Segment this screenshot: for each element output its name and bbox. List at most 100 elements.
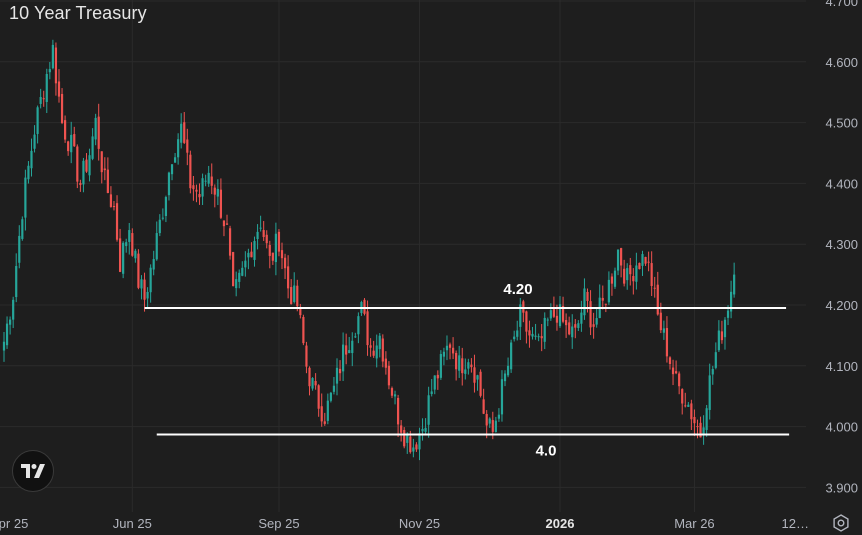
- candle-down: [283, 253, 287, 280]
- candle-down: [396, 394, 400, 438]
- candle-up: [729, 280, 733, 319]
- candle-up: [458, 345, 461, 378]
- candle-up: [259, 215, 262, 232]
- candle-up: [546, 317, 549, 327]
- candle-up: [348, 336, 351, 354]
- candle-up: [122, 241, 125, 279]
- candle-up: [418, 427, 421, 461]
- candle-down: [97, 103, 100, 161]
- candle-up: [583, 278, 586, 320]
- candle-down: [296, 279, 299, 312]
- candle-down: [473, 354, 476, 393]
- candle-up: [155, 221, 158, 261]
- candle-up: [580, 300, 583, 332]
- candle-up: [433, 375, 436, 395]
- candle-up: [497, 408, 501, 422]
- y-tick-label: 4.100: [825, 359, 858, 374]
- candle-down: [720, 320, 724, 344]
- candle-down: [115, 195, 119, 242]
- candle-down: [137, 249, 140, 290]
- candle-up: [662, 320, 665, 340]
- candle-up: [635, 252, 638, 290]
- candle-down: [232, 251, 235, 287]
- candle-down: [64, 115, 67, 143]
- y-tick-label: 4.400: [825, 176, 858, 191]
- candle-down: [79, 179, 82, 192]
- candle-down: [528, 320, 531, 348]
- y-tick-label: 4.000: [825, 420, 858, 435]
- candle-down: [390, 386, 394, 399]
- candle-up: [15, 253, 18, 303]
- candle-up: [549, 303, 552, 321]
- tradingview-logo[interactable]: [12, 450, 54, 492]
- candle-up: [506, 357, 510, 378]
- candle-down: [100, 151, 103, 184]
- candle-up: [274, 222, 277, 276]
- candle-down: [684, 392, 687, 408]
- candle-up: [711, 365, 714, 385]
- candle-up: [18, 225, 21, 269]
- candle-down: [57, 69, 61, 103]
- candle-up: [244, 251, 247, 277]
- candle-up: [335, 358, 339, 396]
- candle-up: [170, 164, 174, 181]
- candle-up: [9, 316, 12, 335]
- candle-down: [623, 259, 626, 287]
- chart-settings-icon[interactable]: [831, 513, 851, 533]
- candle-down: [262, 221, 265, 241]
- candle-down: [42, 90, 45, 107]
- candle-down: [632, 268, 635, 295]
- candle-up: [641, 250, 644, 276]
- candle-up: [207, 165, 210, 187]
- candle-up: [503, 370, 507, 387]
- candle-up: [342, 332, 345, 381]
- candle-down: [222, 220, 226, 237]
- candle-down: [381, 334, 384, 368]
- candle-up: [708, 363, 711, 420]
- candle-down: [671, 359, 675, 386]
- candle-down: [76, 144, 79, 189]
- candle-up: [256, 224, 259, 250]
- candle-up: [146, 287, 149, 309]
- candle-down: [299, 303, 302, 319]
- x-tick-label: Jun 25: [113, 516, 152, 531]
- candle-up: [173, 152, 177, 163]
- candle-up: [357, 312, 360, 344]
- candle-down: [589, 290, 592, 336]
- candle-down: [198, 183, 201, 205]
- candle-down: [653, 276, 656, 298]
- candle-up: [723, 317, 727, 350]
- candle-up: [128, 222, 131, 255]
- candle-down: [268, 240, 271, 269]
- candle-down: [665, 316, 669, 363]
- candle-up: [595, 307, 598, 328]
- candles-layer: [2, 39, 736, 461]
- candle-up: [354, 332, 357, 339]
- candle-down: [522, 299, 525, 323]
- candle-down: [250, 242, 253, 258]
- candle-up: [164, 195, 168, 223]
- candle-down: [568, 316, 571, 336]
- candle-down: [143, 272, 146, 312]
- candle-down: [60, 88, 64, 125]
- candle-up: [216, 179, 219, 206]
- candle-up: [180, 113, 183, 149]
- candle-up: [253, 236, 256, 267]
- candle-down: [451, 337, 455, 360]
- candle-up: [45, 68, 48, 114]
- candle-down: [455, 350, 458, 381]
- candle-down: [681, 388, 684, 415]
- candle-up: [607, 271, 610, 305]
- candle-up: [378, 332, 381, 358]
- candle-down: [183, 112, 186, 145]
- candle-down: [186, 128, 189, 166]
- candle-down: [629, 257, 632, 286]
- candle-up: [430, 379, 433, 397]
- candle-up: [238, 269, 241, 289]
- candle-down: [210, 163, 213, 195]
- candle-down: [219, 178, 223, 220]
- candle-down: [366, 300, 369, 356]
- candle-up: [125, 238, 128, 253]
